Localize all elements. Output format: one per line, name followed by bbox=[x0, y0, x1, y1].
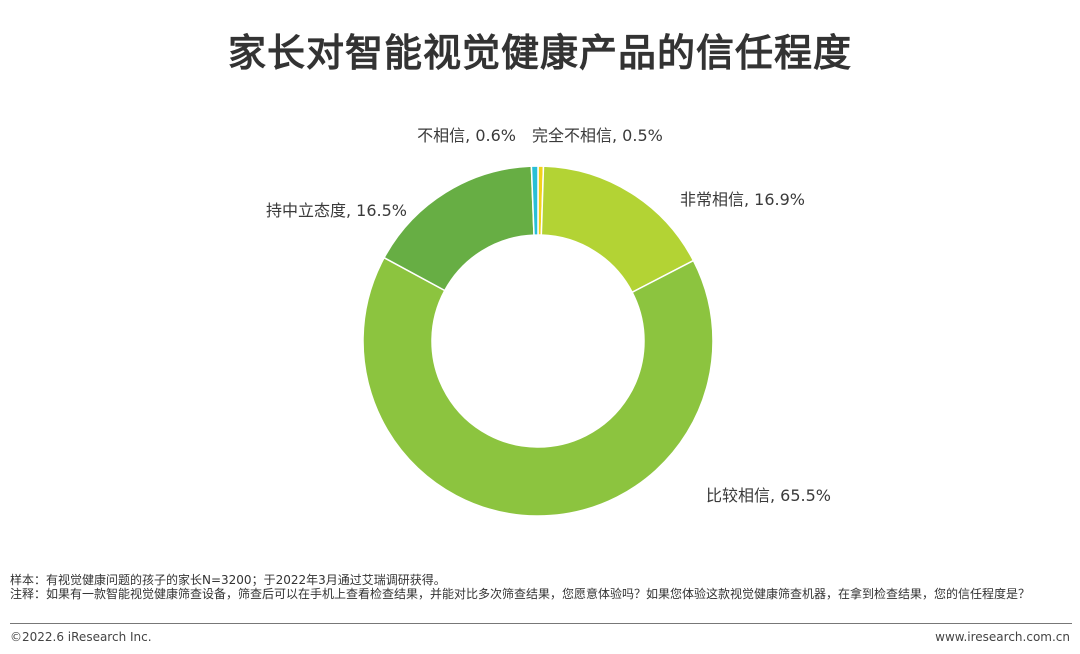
footer-divider bbox=[10, 623, 1072, 624]
remark-note: 注释：如果有一款智能视觉健康筛查设备，筛查后可以在手机上查看检查结果，并能对比多… bbox=[10, 587, 1031, 601]
slice-label-4: 持中立态度, 16.5% bbox=[266, 201, 407, 220]
slice-label-2: 非常相信, 16.9% bbox=[680, 190, 805, 209]
website-text: www.iresearch.com.cn bbox=[935, 630, 1070, 644]
sample-note: 样本：有视觉健康问题的孩子的家长N=3200；于2022年3月通过艾瑞调研获得。 bbox=[10, 573, 446, 587]
slice-label-1: 完全不相信, 0.5% bbox=[532, 126, 663, 145]
donut-slice-3 bbox=[362, 256, 714, 517]
slice-label-5: 不相信, 0.6% bbox=[417, 126, 516, 145]
donut-slice-5 bbox=[530, 165, 539, 236]
chart-title: 家长对智能视觉健康产品的信任程度 bbox=[227, 31, 852, 75]
donut-slices bbox=[362, 165, 714, 517]
donut-labels: 完全不相信, 0.5% 非常相信, 16.9% 比较相信, 65.5% 持中立态度, … bbox=[266, 126, 831, 505]
chart-notes: 样本：有视觉健康问题的孩子的家长N=3200；于2022年3月通过艾瑞调研获得。… bbox=[10, 573, 1070, 601]
copyright-text: ©2022.6 iResearch Inc. bbox=[10, 630, 152, 644]
slice-label-3: 比较相信, 65.5% bbox=[706, 486, 831, 505]
